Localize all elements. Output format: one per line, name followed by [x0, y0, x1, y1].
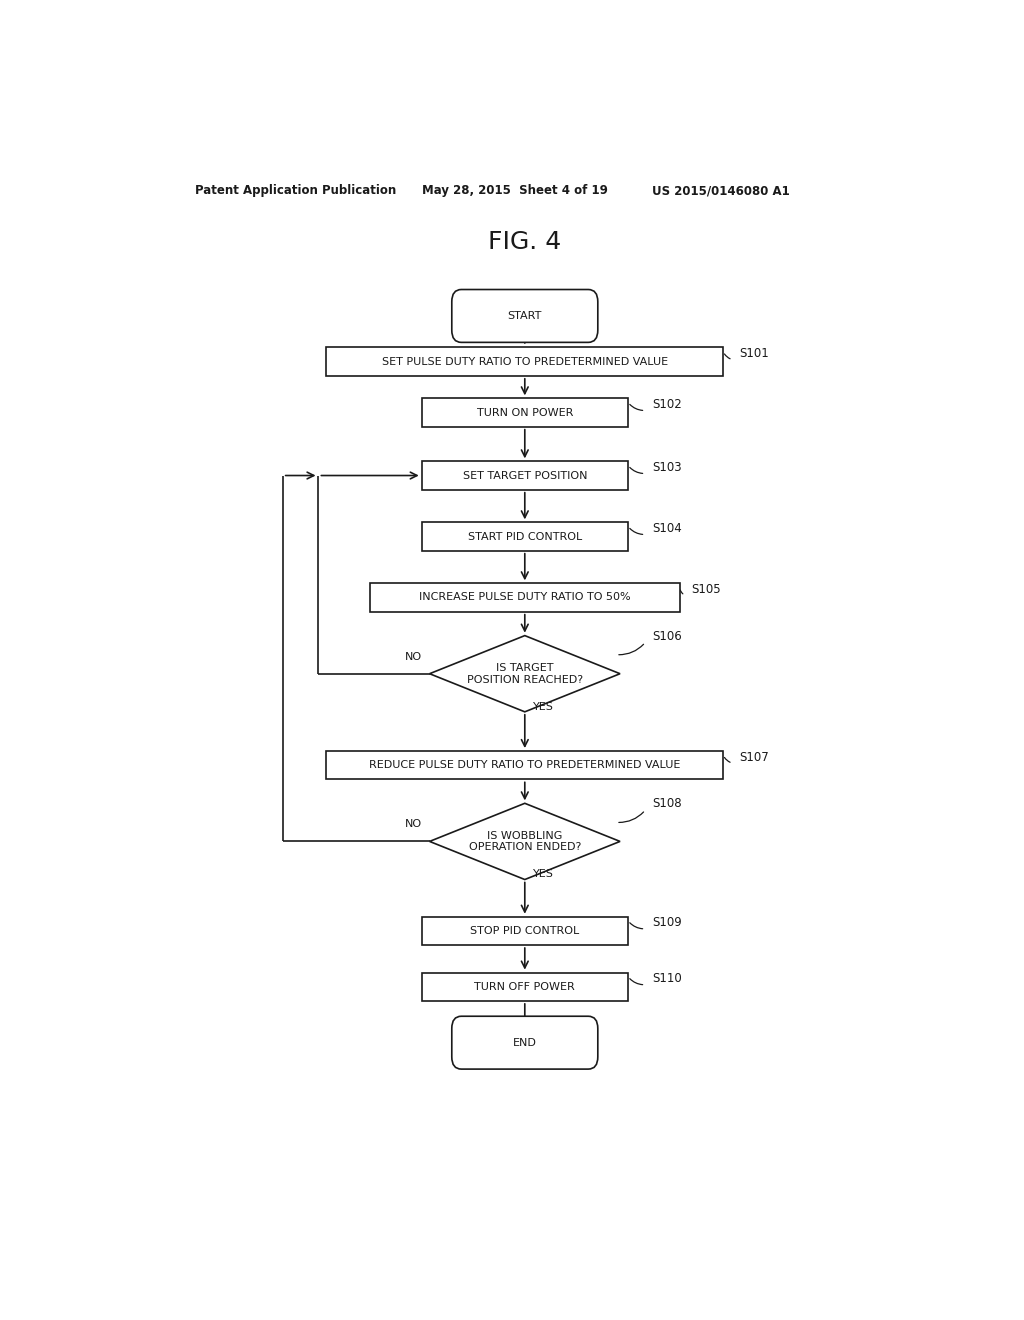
Text: SET PULSE DUTY RATIO TO PREDETERMINED VALUE: SET PULSE DUTY RATIO TO PREDETERMINED VA… [382, 356, 668, 367]
Text: May 28, 2015  Sheet 4 of 19: May 28, 2015 Sheet 4 of 19 [422, 185, 607, 198]
Text: START PID CONTROL: START PID CONTROL [468, 532, 582, 541]
Text: US 2015/0146080 A1: US 2015/0146080 A1 [652, 185, 790, 198]
Text: S104: S104 [652, 521, 682, 535]
Text: Patent Application Publication: Patent Application Publication [196, 185, 396, 198]
Text: YES: YES [532, 702, 554, 711]
Bar [422, 916, 628, 945]
Bar [327, 751, 723, 779]
Text: END: END [513, 1038, 537, 1048]
Text: S102: S102 [652, 397, 682, 411]
Text: START: START [508, 312, 542, 321]
Bar [422, 461, 628, 490]
Bar [327, 347, 723, 376]
Text: S110: S110 [652, 972, 682, 985]
Text: NO: NO [404, 652, 422, 661]
Bar [422, 399, 628, 426]
FancyBboxPatch shape [452, 1016, 598, 1069]
Text: REDUCE PULSE DUTY RATIO TO PREDETERMINED VALUE: REDUCE PULSE DUTY RATIO TO PREDETERMINED… [369, 760, 681, 770]
Text: S108: S108 [652, 797, 681, 810]
Text: INCREASE PULSE DUTY RATIO TO 50%: INCREASE PULSE DUTY RATIO TO 50% [419, 593, 631, 602]
Polygon shape [430, 804, 620, 879]
Polygon shape [430, 636, 620, 711]
Text: S107: S107 [739, 751, 769, 763]
Bar [422, 523, 628, 550]
Text: SET TARGET POSITION: SET TARGET POSITION [463, 470, 587, 480]
Text: TURN OFF POWER: TURN OFF POWER [474, 982, 575, 991]
Text: S103: S103 [652, 461, 681, 474]
Text: FIG. 4: FIG. 4 [488, 230, 561, 253]
Text: STOP PID CONTROL: STOP PID CONTROL [470, 925, 580, 936]
Text: S106: S106 [652, 630, 682, 643]
Text: IS WOBBLING
OPERATION ENDED?: IS WOBBLING OPERATION ENDED? [469, 830, 581, 853]
Text: NO: NO [404, 820, 422, 829]
Text: IS TARGET
POSITION REACHED?: IS TARGET POSITION REACHED? [467, 663, 583, 685]
Text: S109: S109 [652, 916, 682, 929]
Bar [370, 583, 680, 611]
Text: YES: YES [532, 870, 554, 879]
Text: TURN ON POWER: TURN ON POWER [476, 408, 573, 417]
Text: S101: S101 [739, 347, 769, 360]
Bar [422, 973, 628, 1001]
FancyBboxPatch shape [452, 289, 598, 342]
Text: S105: S105 [691, 583, 721, 595]
